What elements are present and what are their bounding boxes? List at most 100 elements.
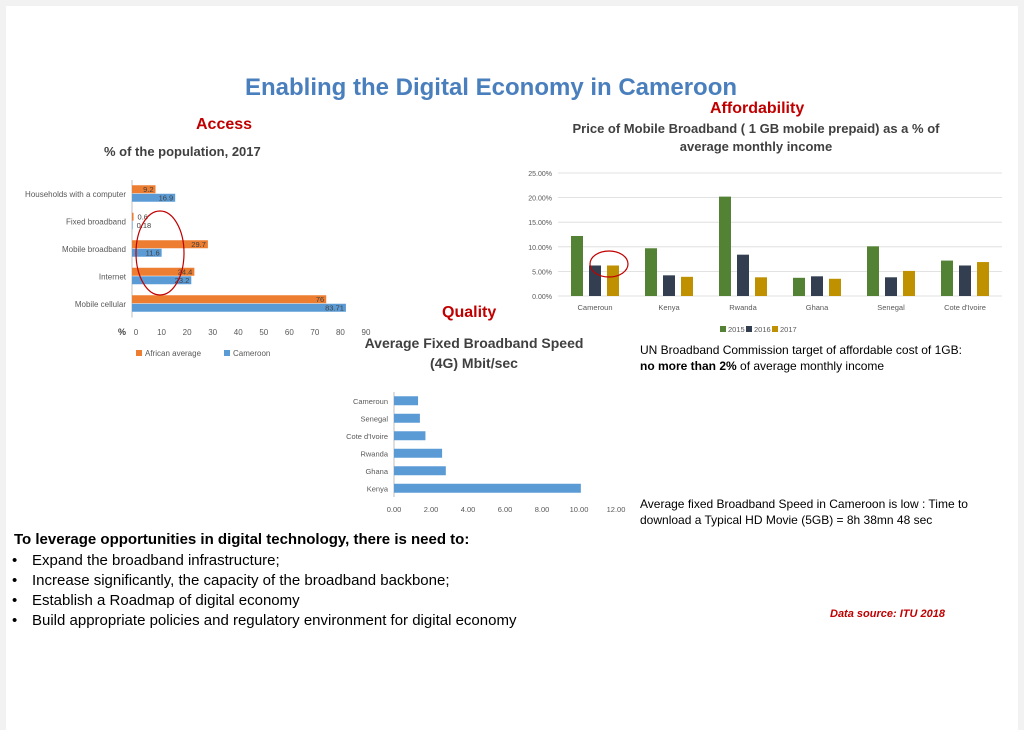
- bar: [719, 196, 731, 296]
- data-source: Data source: ITU 2018: [830, 608, 945, 620]
- x-tick-label: 12.00: [607, 505, 626, 514]
- category-label: Mobile cellular: [75, 300, 126, 309]
- quality-chart-subtitle-line1: Average Fixed Broadband Speed: [364, 335, 584, 351]
- x-tick-label: 90: [362, 328, 371, 337]
- category-label: Ghana: [806, 303, 829, 312]
- legend-swatch: [224, 350, 230, 356]
- bar: [867, 246, 879, 296]
- category-label: Senegal: [360, 414, 388, 423]
- x-tick-label: 0.00: [387, 505, 402, 514]
- un-target-bold: no more than 2%: [640, 359, 737, 373]
- un-target-rest: of average monthly income: [736, 359, 885, 373]
- page-title: Enabling the Digital Economy in Cameroon: [244, 74, 738, 101]
- access-chart: Households with a computer 9.2 16.9 Fixed b…: [25, 180, 371, 358]
- bar: [903, 270, 915, 296]
- data-label: 23.2: [175, 276, 190, 285]
- speed-note: Average fixed Broadband Speed in Cameroo…: [640, 497, 968, 527]
- category-label: Internet: [99, 272, 127, 281]
- category-label: Mobile broadband: [62, 245, 126, 254]
- y-tick-label: 25.00%: [528, 171, 552, 178]
- x-tick-label: 4.00: [461, 505, 476, 514]
- data-label: 76: [316, 295, 324, 304]
- bar: [645, 248, 657, 296]
- bar: [571, 235, 583, 296]
- bar: [132, 193, 176, 202]
- y-tick-label: 0.00%: [532, 294, 552, 301]
- bar: [681, 276, 693, 296]
- bar: [132, 221, 133, 230]
- category-label: Rwanda: [360, 449, 388, 458]
- bar: [941, 260, 953, 296]
- y-tick-label: 20.00%: [528, 196, 552, 203]
- data-label: 9.2: [143, 185, 153, 194]
- affordability-chart-subtitle-line2: average monthly income: [679, 139, 833, 154]
- list-item: Build appropriate policies and regulator…: [8, 611, 516, 631]
- legend-swatch: [746, 326, 752, 332]
- x-tick-label: 70: [310, 328, 319, 337]
- list-item: Establish a Roadmap of digital economy: [8, 591, 516, 611]
- affordability-section-title: Affordability: [710, 100, 805, 117]
- annotation-ellipse: [589, 250, 629, 278]
- x-axis-label: %: [118, 327, 126, 337]
- legend-label: Cameroon: [233, 349, 270, 358]
- category-label: Ghana: [365, 467, 388, 476]
- bar: [885, 277, 897, 296]
- category-label: Senegal: [877, 303, 905, 312]
- bar: [132, 248, 162, 257]
- bar: [132, 212, 134, 221]
- list-item: Increase significantly, the capacity of …: [8, 571, 516, 591]
- bar: [394, 431, 426, 441]
- legend-swatch: [772, 326, 778, 332]
- bar: [829, 278, 841, 296]
- x-tick-label: 30: [208, 328, 217, 337]
- category-label: Households with a computer: [25, 190, 126, 199]
- bar: [132, 240, 208, 249]
- bar: [793, 277, 805, 296]
- list-item: Expand the broadband infrastructure;: [8, 551, 516, 571]
- y-tick-label: 5.00%: [532, 269, 552, 276]
- category-label: Cameroun: [577, 303, 612, 312]
- affordability-chart: 0.00% 5.00% 10.00% 15.00% 20.00% 25.00% Camero…: [528, 171, 1002, 334]
- affordability-chart-subtitle-line1: Price of Mobile Broadband ( 1 GB mobile …: [572, 121, 940, 136]
- data-label: 0.6: [138, 213, 148, 222]
- legend-swatch: [720, 326, 726, 332]
- data-label: 0.18: [137, 221, 152, 230]
- bar: [755, 277, 767, 296]
- x-tick-label: 50: [259, 328, 268, 337]
- x-tick-label: 20: [183, 328, 192, 337]
- legend-label: 2016: [754, 325, 771, 334]
- un-target-line1: UN Broadband Commission target of afford…: [640, 343, 962, 357]
- category-label: Cote d'Ivoire: [346, 432, 388, 441]
- x-tick-label: 8.00: [535, 505, 550, 514]
- x-tick-label: 60: [285, 328, 294, 337]
- bar: [737, 254, 749, 296]
- bar: [132, 276, 192, 285]
- data-label: 29.7: [191, 240, 206, 249]
- bar: [977, 262, 989, 296]
- data-label: 11.6: [146, 249, 160, 258]
- quality-section-title: Quality: [442, 304, 497, 321]
- x-tick-label: 0: [134, 328, 139, 337]
- category-label: Kenya: [658, 303, 680, 312]
- data-label: 83.71: [325, 304, 344, 313]
- bar: [959, 265, 971, 296]
- bar: [811, 276, 823, 296]
- legend-swatch: [136, 350, 142, 356]
- bar: [132, 267, 195, 276]
- slide: Enabling the Digital Economy in Cameroon…: [6, 6, 1018, 730]
- x-tick-label: 10.00: [570, 505, 589, 514]
- annotation-ellipse: [135, 210, 185, 296]
- access-chart-subtitle: % of the population, 2017: [104, 144, 261, 159]
- bar: [394, 396, 419, 406]
- un-target-note: UN Broadband Commission target of afford…: [640, 342, 1000, 374]
- legend-label: African average: [145, 349, 202, 358]
- x-tick-label: 10: [157, 328, 166, 337]
- bar: [132, 295, 327, 304]
- category-label: Cameroun: [353, 397, 388, 406]
- quality-chart: Cameroun Senegal Cote d'Ivoire Rwanda Ghana K…: [346, 392, 626, 514]
- bar: [394, 448, 443, 458]
- y-tick-label: 15.00%: [528, 220, 552, 227]
- y-tick-label: 10.00%: [528, 245, 552, 252]
- bar: [132, 303, 346, 312]
- category-label: Cote d'Ivoire: [944, 303, 986, 312]
